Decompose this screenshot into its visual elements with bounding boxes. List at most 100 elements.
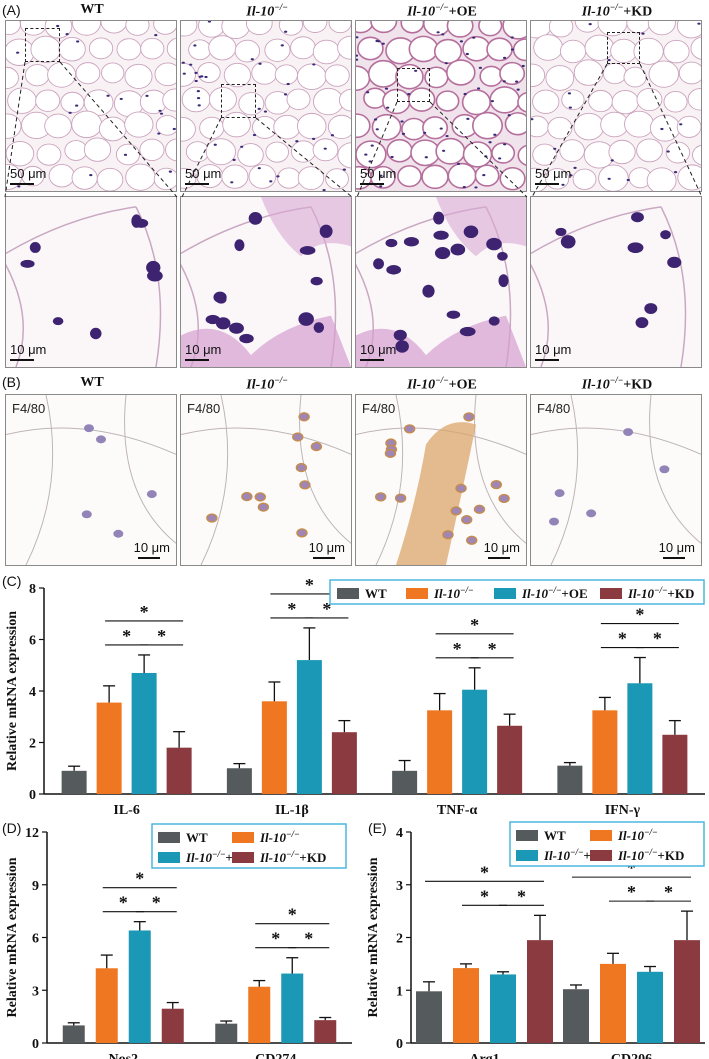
nucleus bbox=[644, 303, 658, 315]
nucleus bbox=[462, 186, 466, 189]
adipocyte bbox=[371, 113, 402, 141]
nucleus bbox=[364, 153, 368, 156]
macrophage bbox=[394, 493, 407, 503]
adipocyte bbox=[532, 89, 560, 114]
adipocyte bbox=[422, 116, 449, 140]
legend-label: WT bbox=[365, 586, 387, 601]
nucleus bbox=[119, 97, 123, 101]
group-suffix: +KD bbox=[623, 377, 653, 393]
macrophage bbox=[450, 506, 462, 516]
nucleus bbox=[607, 59, 611, 62]
legend-label-name: Il-10 bbox=[433, 586, 461, 601]
scale-bar bbox=[535, 183, 559, 185]
zoom-box bbox=[607, 32, 640, 64]
adipocyte bbox=[561, 89, 585, 111]
legend-swatch bbox=[158, 852, 180, 863]
adipocyte bbox=[290, 140, 316, 163]
nucleus bbox=[414, 69, 418, 72]
bar bbox=[392, 770, 418, 794]
adipocyte bbox=[312, 39, 341, 65]
significance-star: * bbox=[627, 858, 636, 878]
group-suffix: +KD bbox=[623, 4, 653, 20]
adipocyte bbox=[421, 164, 449, 190]
macrophage bbox=[296, 528, 308, 538]
nucleus bbox=[196, 90, 200, 93]
bar bbox=[296, 660, 322, 794]
legend-label: Il-10−/−+OE bbox=[521, 585, 588, 601]
significance-star: * bbox=[140, 602, 149, 622]
nucleus bbox=[395, 340, 409, 353]
macrophage bbox=[466, 535, 478, 545]
adipocyte bbox=[598, 164, 629, 191]
legend-label-name: Il-10 bbox=[617, 828, 645, 843]
tissue-background bbox=[6, 395, 176, 565]
adipocyte bbox=[98, 116, 127, 142]
nucleus bbox=[466, 117, 470, 120]
bar bbox=[96, 702, 122, 794]
group-name: Il-10 bbox=[246, 4, 275, 20]
legend-swatch bbox=[406, 588, 428, 599]
zoom-box bbox=[221, 84, 256, 118]
nucleus bbox=[76, 40, 80, 43]
micrograph-ihc: F4/80 10 μm bbox=[5, 394, 177, 566]
nucleus bbox=[373, 258, 384, 270]
adipocyte bbox=[222, 111, 251, 138]
nucleus bbox=[502, 56, 507, 59]
nucleus bbox=[482, 173, 486, 177]
nucleus bbox=[568, 106, 572, 109]
bar bbox=[95, 968, 118, 1043]
nucleus bbox=[330, 134, 335, 137]
adipocyte bbox=[648, 60, 680, 88]
adipocyte bbox=[125, 21, 150, 36]
macrophage bbox=[442, 530, 454, 540]
y-tick-label: 0 bbox=[29, 788, 36, 803]
significance-star: * bbox=[304, 929, 313, 949]
legend-swatch bbox=[516, 830, 538, 841]
y-axis-label: Relative mRNA expression bbox=[5, 857, 20, 1017]
nucleus bbox=[204, 75, 208, 79]
nucleus bbox=[476, 87, 481, 90]
micrograph-ihc: F4/80 10 μm bbox=[180, 394, 352, 566]
nucleus bbox=[312, 137, 316, 140]
adipocyte bbox=[116, 38, 142, 61]
nucleus bbox=[697, 22, 701, 25]
nucleus bbox=[439, 127, 443, 130]
significance-star: * bbox=[618, 629, 627, 649]
nucleus bbox=[407, 93, 411, 96]
adipocyte bbox=[647, 21, 676, 36]
nucleus bbox=[373, 118, 378, 121]
significance-star: * bbox=[488, 639, 497, 659]
adipocyte bbox=[486, 37, 513, 62]
nucleus bbox=[442, 149, 446, 152]
nucleus bbox=[65, 33, 69, 36]
adipocyte bbox=[649, 114, 681, 142]
stroma-region bbox=[181, 315, 351, 367]
adipocyte bbox=[690, 36, 701, 60]
micrograph-low: 50 μm bbox=[180, 20, 352, 192]
adipocyte bbox=[478, 21, 503, 37]
nucleus bbox=[250, 58, 254, 61]
nucleus bbox=[366, 91, 370, 94]
stain-label: F4/80 bbox=[537, 401, 571, 416]
micrograph-high: 10 μm bbox=[530, 196, 702, 368]
nucleus bbox=[295, 140, 299, 143]
nucleus bbox=[490, 100, 494, 103]
nucleus bbox=[459, 40, 464, 43]
category-label: CD206 bbox=[611, 1052, 652, 1059]
adipocyte bbox=[447, 162, 477, 189]
adipocyte bbox=[83, 137, 112, 162]
adipocyte bbox=[461, 89, 491, 116]
nucleus bbox=[17, 185, 21, 188]
scale-bar-label: 50 μm bbox=[185, 166, 222, 181]
significance-star: * bbox=[470, 615, 479, 635]
nucleus bbox=[257, 167, 261, 170]
adipocyte bbox=[208, 86, 237, 112]
nucleus bbox=[16, 51, 20, 54]
nucleus bbox=[205, 314, 221, 325]
legend-box bbox=[329, 579, 705, 605]
adipocyte bbox=[472, 111, 503, 140]
adipocyte bbox=[139, 138, 165, 162]
nucleus bbox=[401, 132, 406, 135]
nucleus bbox=[478, 66, 482, 69]
adipocyte bbox=[7, 87, 37, 114]
